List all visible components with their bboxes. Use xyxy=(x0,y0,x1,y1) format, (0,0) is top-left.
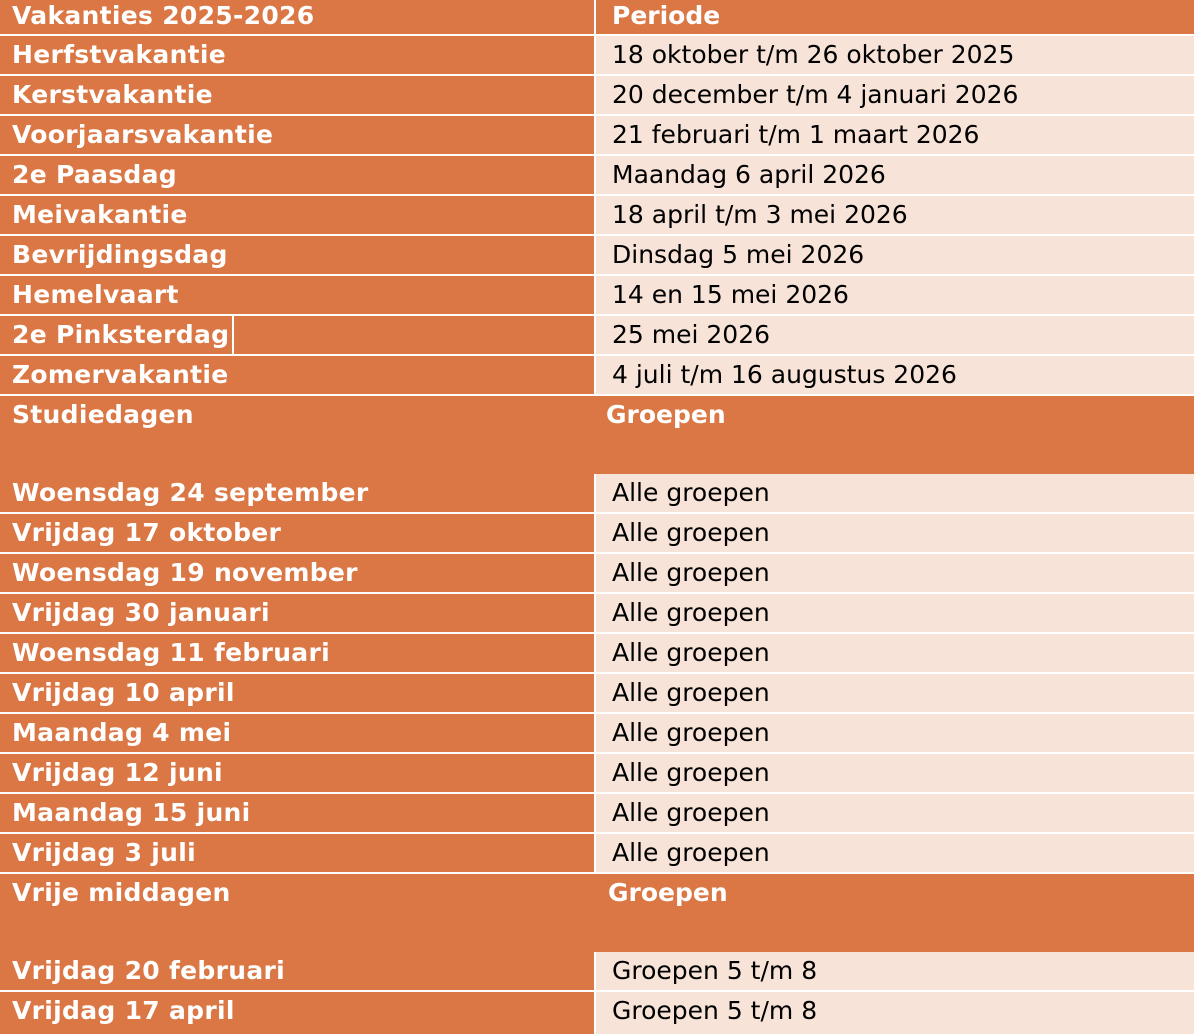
vacation-period: 18 april t/m 3 mei 2026 xyxy=(596,196,1194,234)
cell-divider xyxy=(232,316,234,354)
vacation-period: 14 en 15 mei 2026 xyxy=(596,276,1194,314)
vacation-name: 2e Paasdag xyxy=(0,156,594,194)
free-afternoon-groups: Groepen 5 t/m 8 xyxy=(596,992,1194,1034)
vacation-name: Voorjaarsvakantie xyxy=(0,116,594,154)
study-days-header-groups: Groepen xyxy=(606,400,726,429)
vacation-period: 21 februari t/m 1 maart 2026 xyxy=(596,116,1194,154)
vacation-name: 2e Pinksterdag xyxy=(0,316,594,354)
table-row: Vrijdag 17 oktober Alle groepen xyxy=(0,514,1194,552)
study-day: Woensdag 24 september xyxy=(0,474,594,512)
study-day: Maandag 4 mei xyxy=(0,714,594,752)
table-row: Vrijdag 20 februari Groepen 5 t/m 8 xyxy=(0,952,1194,990)
vacation-period: Maandag 6 april 2026 xyxy=(596,156,1194,194)
table-row: Herfstvakantie 18 oktober t/m 26 oktober… xyxy=(0,36,1194,74)
table-row: Bevrijdingsdag Dinsdag 5 mei 2026 xyxy=(0,236,1194,274)
table-row: Vrijdag 3 juli Alle groepen xyxy=(0,834,1194,872)
free-afternoon-day: Vrijdag 20 februari xyxy=(0,952,594,990)
free-afternoon-groups: Groepen 5 t/m 8 xyxy=(596,952,1194,990)
table-row: Woensdag 19 november Alle groepen xyxy=(0,554,1194,592)
study-day: Woensdag 19 november xyxy=(0,554,594,592)
table-row: Vrijdag 17 april Groepen 5 t/m 8 xyxy=(0,992,1194,1034)
study-days-header-row: Studiedagen Groepen xyxy=(0,396,1194,474)
vacation-name-text: 2e Pinksterdag xyxy=(12,320,230,349)
study-day: Maandag 15 juni xyxy=(0,794,594,832)
table-row: Woensdag 11 februari Alle groepen xyxy=(0,634,1194,672)
study-day: Vrijdag 12 juni xyxy=(0,754,594,792)
vacation-period: 20 december t/m 4 januari 2026 xyxy=(596,76,1194,114)
vacation-name: Herfstvakantie xyxy=(0,36,594,74)
table-row: 2e Pinksterdag 25 mei 2026 xyxy=(0,316,1194,354)
vacation-header-period: Periode xyxy=(596,0,1194,34)
table-row: Meivakantie 18 april t/m 3 mei 2026 xyxy=(0,196,1194,234)
table-row: Vrijdag 10 april Alle groepen xyxy=(0,674,1194,712)
vacation-name: Hemelvaart xyxy=(0,276,594,314)
table-row: Kerstvakantie 20 december t/m 4 januari … xyxy=(0,76,1194,114)
study-day-groups: Alle groepen xyxy=(596,794,1194,832)
vacation-name: Meivakantie xyxy=(0,196,594,234)
study-day: Woensdag 11 februari xyxy=(0,634,594,672)
vacation-period: 25 mei 2026 xyxy=(596,316,1194,354)
study-day: Vrijdag 10 april xyxy=(0,674,594,712)
study-day-groups: Alle groepen xyxy=(596,674,1194,712)
table-row: Vrijdag 30 januari Alle groepen xyxy=(0,594,1194,632)
table-row: Woensdag 24 september Alle groepen xyxy=(0,474,1194,512)
table-row: Voorjaarsvakantie 21 februari t/m 1 maar… xyxy=(0,116,1194,154)
vacation-header-row: Vakanties 2025-2026 Periode xyxy=(0,0,1194,34)
table-row: Maandag 4 mei Alle groepen xyxy=(0,714,1194,752)
vacation-period: Dinsdag 5 mei 2026 xyxy=(596,236,1194,274)
vacation-header-title: Vakanties 2025-2026 xyxy=(0,0,594,34)
study-days-header-title: Studiedagen xyxy=(12,400,194,429)
vacation-period: 4 juli t/m 16 augustus 2026 xyxy=(596,356,1194,394)
table-row: 2e Paasdag Maandag 6 april 2026 xyxy=(0,156,1194,194)
study-day-groups: Alle groepen xyxy=(596,514,1194,552)
study-day-groups: Alle groepen xyxy=(596,634,1194,672)
free-afternoons-header-title: Vrije middagen xyxy=(12,878,231,907)
free-afternoons-header-groups: Groepen xyxy=(608,878,728,907)
study-day: Vrijdag 30 januari xyxy=(0,594,594,632)
table-row: Hemelvaart 14 en 15 mei 2026 xyxy=(0,276,1194,314)
study-day-groups: Alle groepen xyxy=(596,834,1194,872)
vacation-name: Kerstvakantie xyxy=(0,76,594,114)
free-afternoon-day: Vrijdag 17 april xyxy=(0,992,594,1034)
free-afternoons-header-row: Vrije middagen Groepen xyxy=(0,874,1194,952)
table-row: Maandag 15 juni Alle groepen xyxy=(0,794,1194,832)
study-day: Vrijdag 3 juli xyxy=(0,834,594,872)
vacation-period: 18 oktober t/m 26 oktober 2025 xyxy=(596,36,1194,74)
study-day: Vrijdag 17 oktober xyxy=(0,514,594,552)
table-row: Zomervakantie 4 juli t/m 16 augustus 202… xyxy=(0,356,1194,394)
table-row: Vrijdag 12 juni Alle groepen xyxy=(0,754,1194,792)
study-day-groups: Alle groepen xyxy=(596,714,1194,752)
vacation-name: Bevrijdingsdag xyxy=(0,236,594,274)
study-day-groups: Alle groepen xyxy=(596,754,1194,792)
vacation-name: Zomervakantie xyxy=(0,356,594,394)
study-day-groups: Alle groepen xyxy=(596,474,1194,512)
study-day-groups: Alle groepen xyxy=(596,554,1194,592)
study-day-groups: Alle groepen xyxy=(596,594,1194,632)
